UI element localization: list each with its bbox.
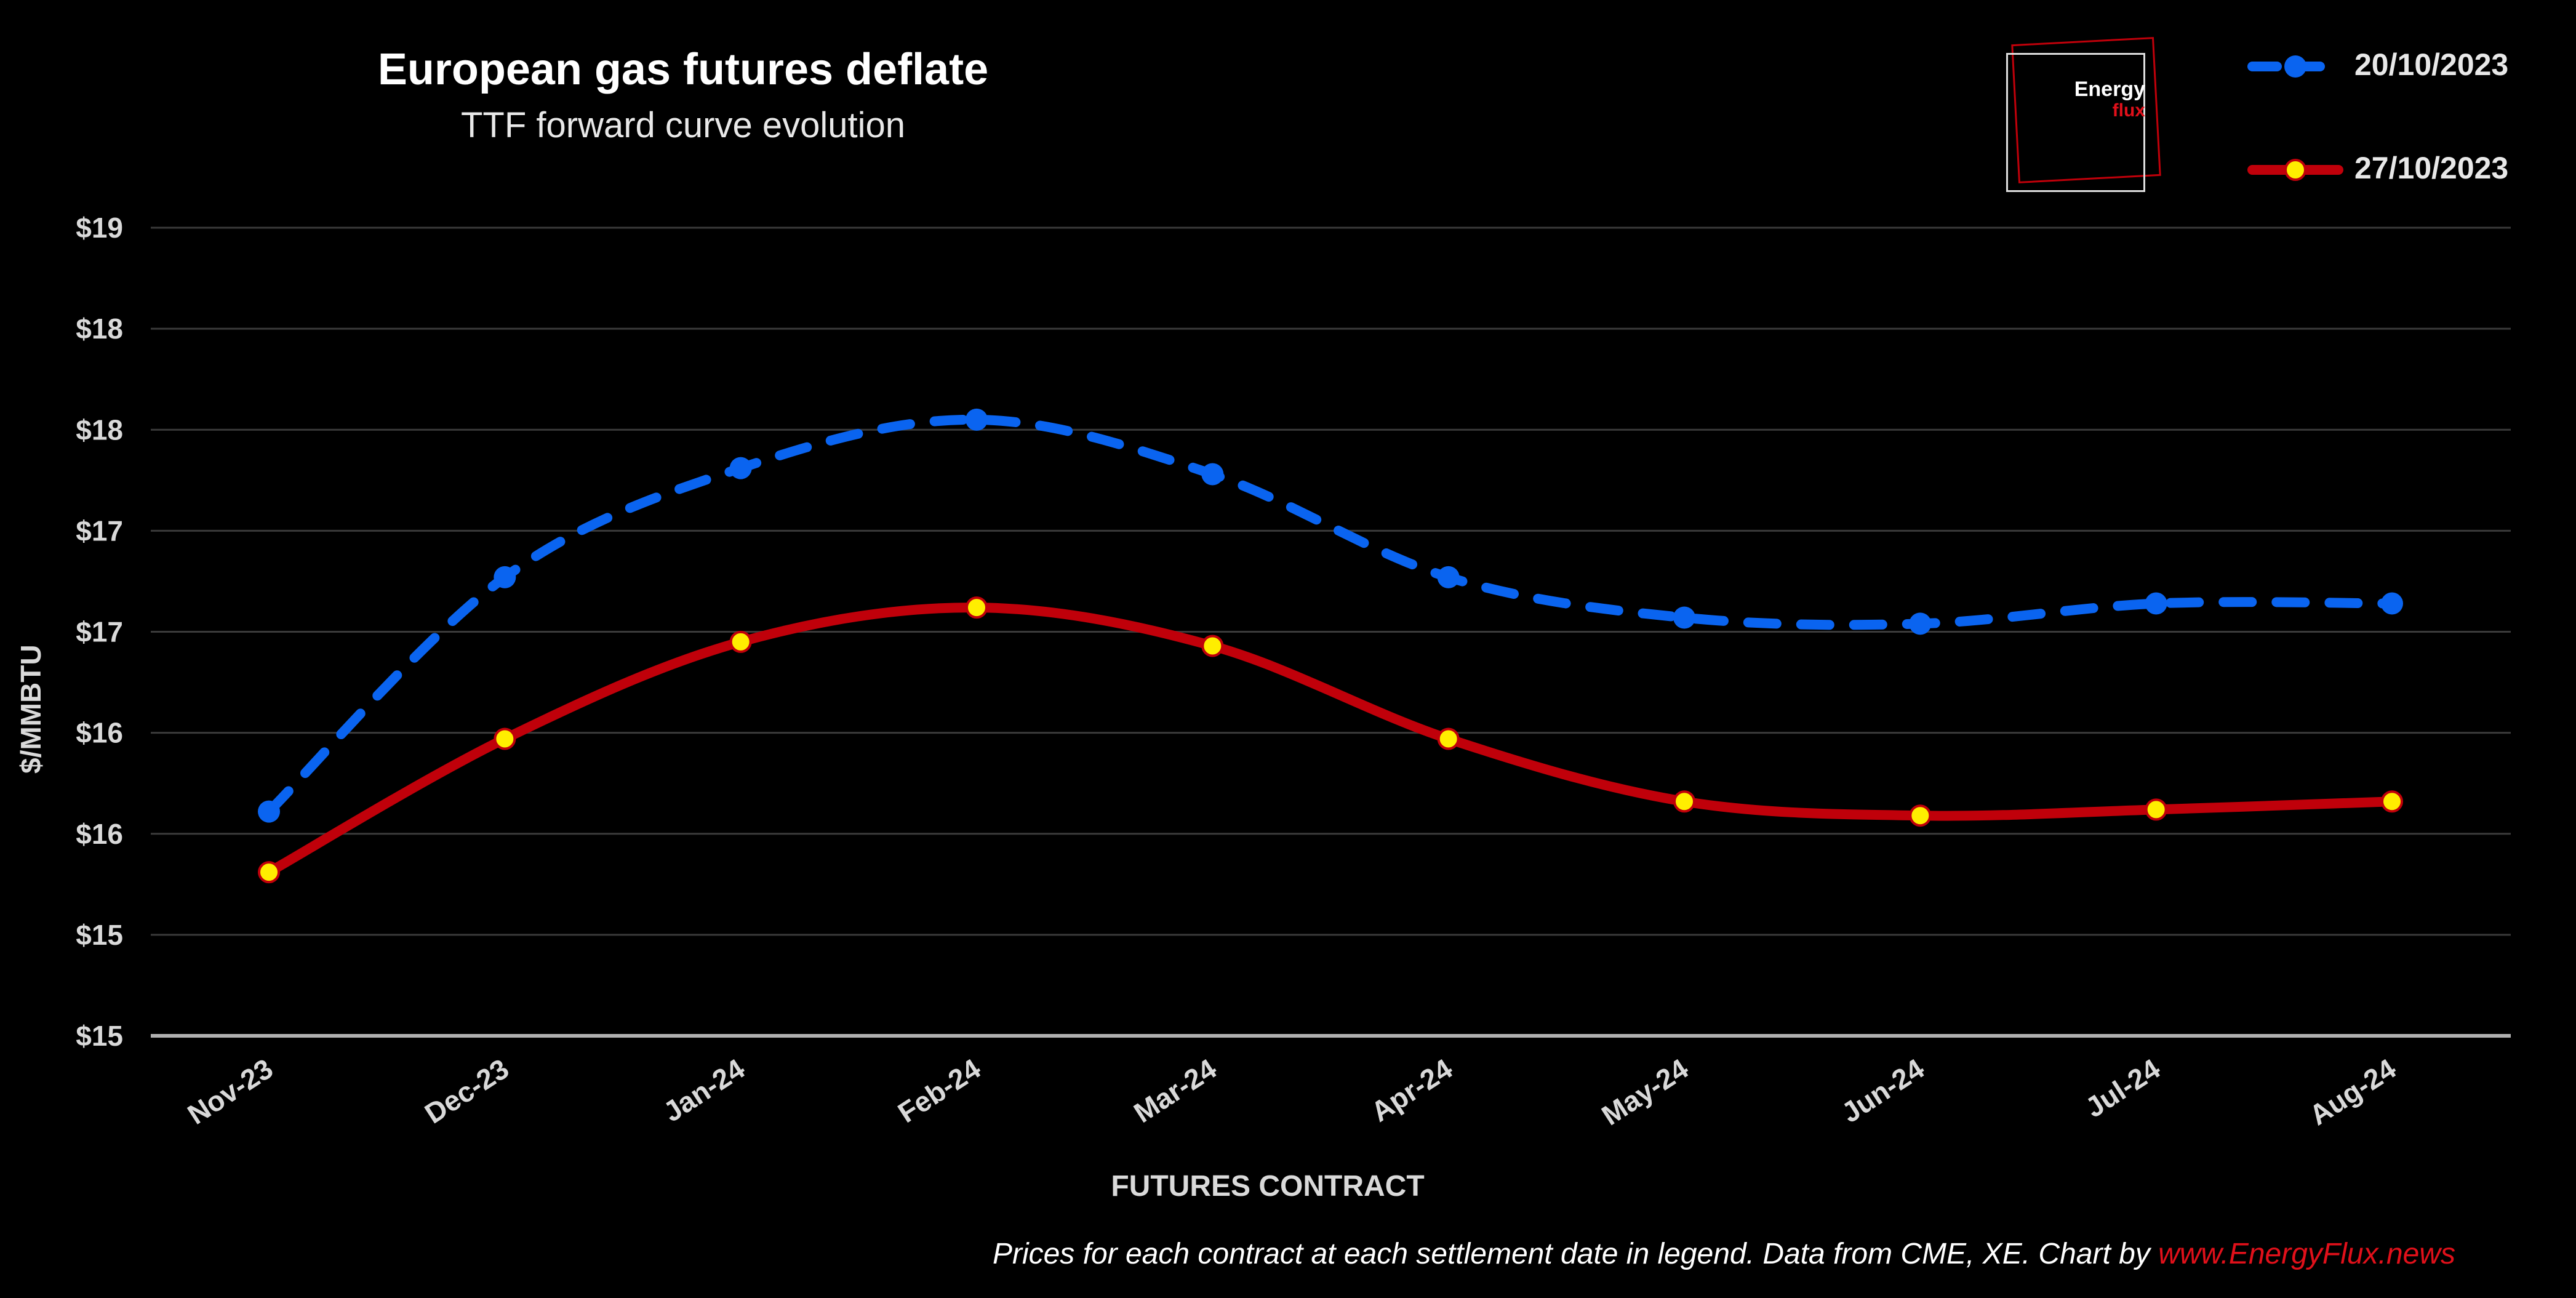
data-point-series-2 bbox=[2381, 790, 2403, 813]
y-axis-label: $/MMBTU bbox=[15, 644, 47, 774]
logo-line1: Energy bbox=[2074, 78, 2145, 101]
data-point-series-2 bbox=[494, 727, 516, 750]
data-point-series-1 bbox=[2381, 592, 2403, 615]
chart-subtitle: TTF forward curve evolution bbox=[460, 105, 906, 145]
data-point-series-1 bbox=[494, 566, 516, 588]
data-point-series-1 bbox=[1437, 566, 1460, 588]
data-point-series-1 bbox=[729, 457, 752, 479]
data-point-series-2 bbox=[729, 630, 752, 653]
data-point-series-1 bbox=[2145, 592, 2167, 615]
data-point-series-2 bbox=[258, 861, 280, 884]
data-point-series-2 bbox=[966, 596, 988, 619]
data-point-series-1 bbox=[258, 800, 280, 823]
logo-line2: flux bbox=[2112, 100, 2145, 121]
x-tick-label: Jan-24 bbox=[658, 1052, 751, 1128]
footer-text: Prices for each contract at each settlem… bbox=[992, 1238, 2159, 1270]
data-point-series-2 bbox=[1909, 804, 1932, 827]
legend-marker-1 bbox=[2284, 55, 2306, 78]
y-tick-label: $18 bbox=[76, 414, 123, 446]
legend-label-series-2: 27/10/2023 bbox=[2354, 151, 2509, 185]
y-tick-label: $17 bbox=[76, 616, 123, 648]
data-point-series-2 bbox=[2145, 798, 2167, 821]
series-line-1 bbox=[264, 414, 2397, 817]
legend-label-series-1: 20/10/2023 bbox=[2354, 47, 2509, 82]
logo-frame bbox=[2006, 53, 2145, 192]
y-tick-label: $16 bbox=[76, 717, 123, 749]
y-tick-label: $19 bbox=[76, 212, 123, 244]
x-tick-label: Mar-24 bbox=[1128, 1052, 1222, 1129]
x-tick-label: Jun-24 bbox=[1836, 1052, 1930, 1129]
x-tick-label: Feb-24 bbox=[892, 1052, 986, 1129]
energyflux-logo: Energy flux bbox=[2031, 78, 2145, 121]
x-tick-label: Nov-23 bbox=[182, 1052, 278, 1131]
x-tick-label: Aug-24 bbox=[2303, 1052, 2401, 1132]
y-tick-label: $16 bbox=[76, 818, 123, 850]
x-axis-label: FUTURES CONTRACT bbox=[1111, 1170, 1425, 1203]
data-point-series-1 bbox=[1673, 606, 1695, 629]
y-tick-label: $15 bbox=[76, 1020, 123, 1052]
data-point-series-1 bbox=[966, 408, 988, 431]
x-tick-label: Apr-24 bbox=[1366, 1052, 1458, 1128]
x-tick-label: Dec-23 bbox=[419, 1052, 514, 1130]
data-point-series-2 bbox=[1201, 635, 1224, 657]
y-tick-label: $18 bbox=[76, 313, 123, 345]
x-tick-label: Jul-24 bbox=[2079, 1052, 2166, 1124]
series-line-2 bbox=[264, 603, 2397, 878]
y-tick-label: $17 bbox=[76, 515, 123, 547]
y-tick-label: $15 bbox=[76, 919, 123, 951]
footer-link[interactable]: www.EnergyFlux.news bbox=[2158, 1238, 2455, 1270]
data-point-series-2 bbox=[1673, 790, 1695, 813]
data-point-series-1 bbox=[1909, 612, 1932, 635]
footer-note: Prices for each contract at each settlem… bbox=[738, 1237, 2455, 1271]
data-point-series-1 bbox=[1201, 463, 1224, 486]
legend-marker-2 bbox=[2284, 159, 2306, 181]
chart-title: European gas futures deflate bbox=[377, 45, 989, 94]
data-point-series-2 bbox=[1437, 727, 1460, 750]
x-tick-label: May-24 bbox=[1596, 1052, 1694, 1132]
